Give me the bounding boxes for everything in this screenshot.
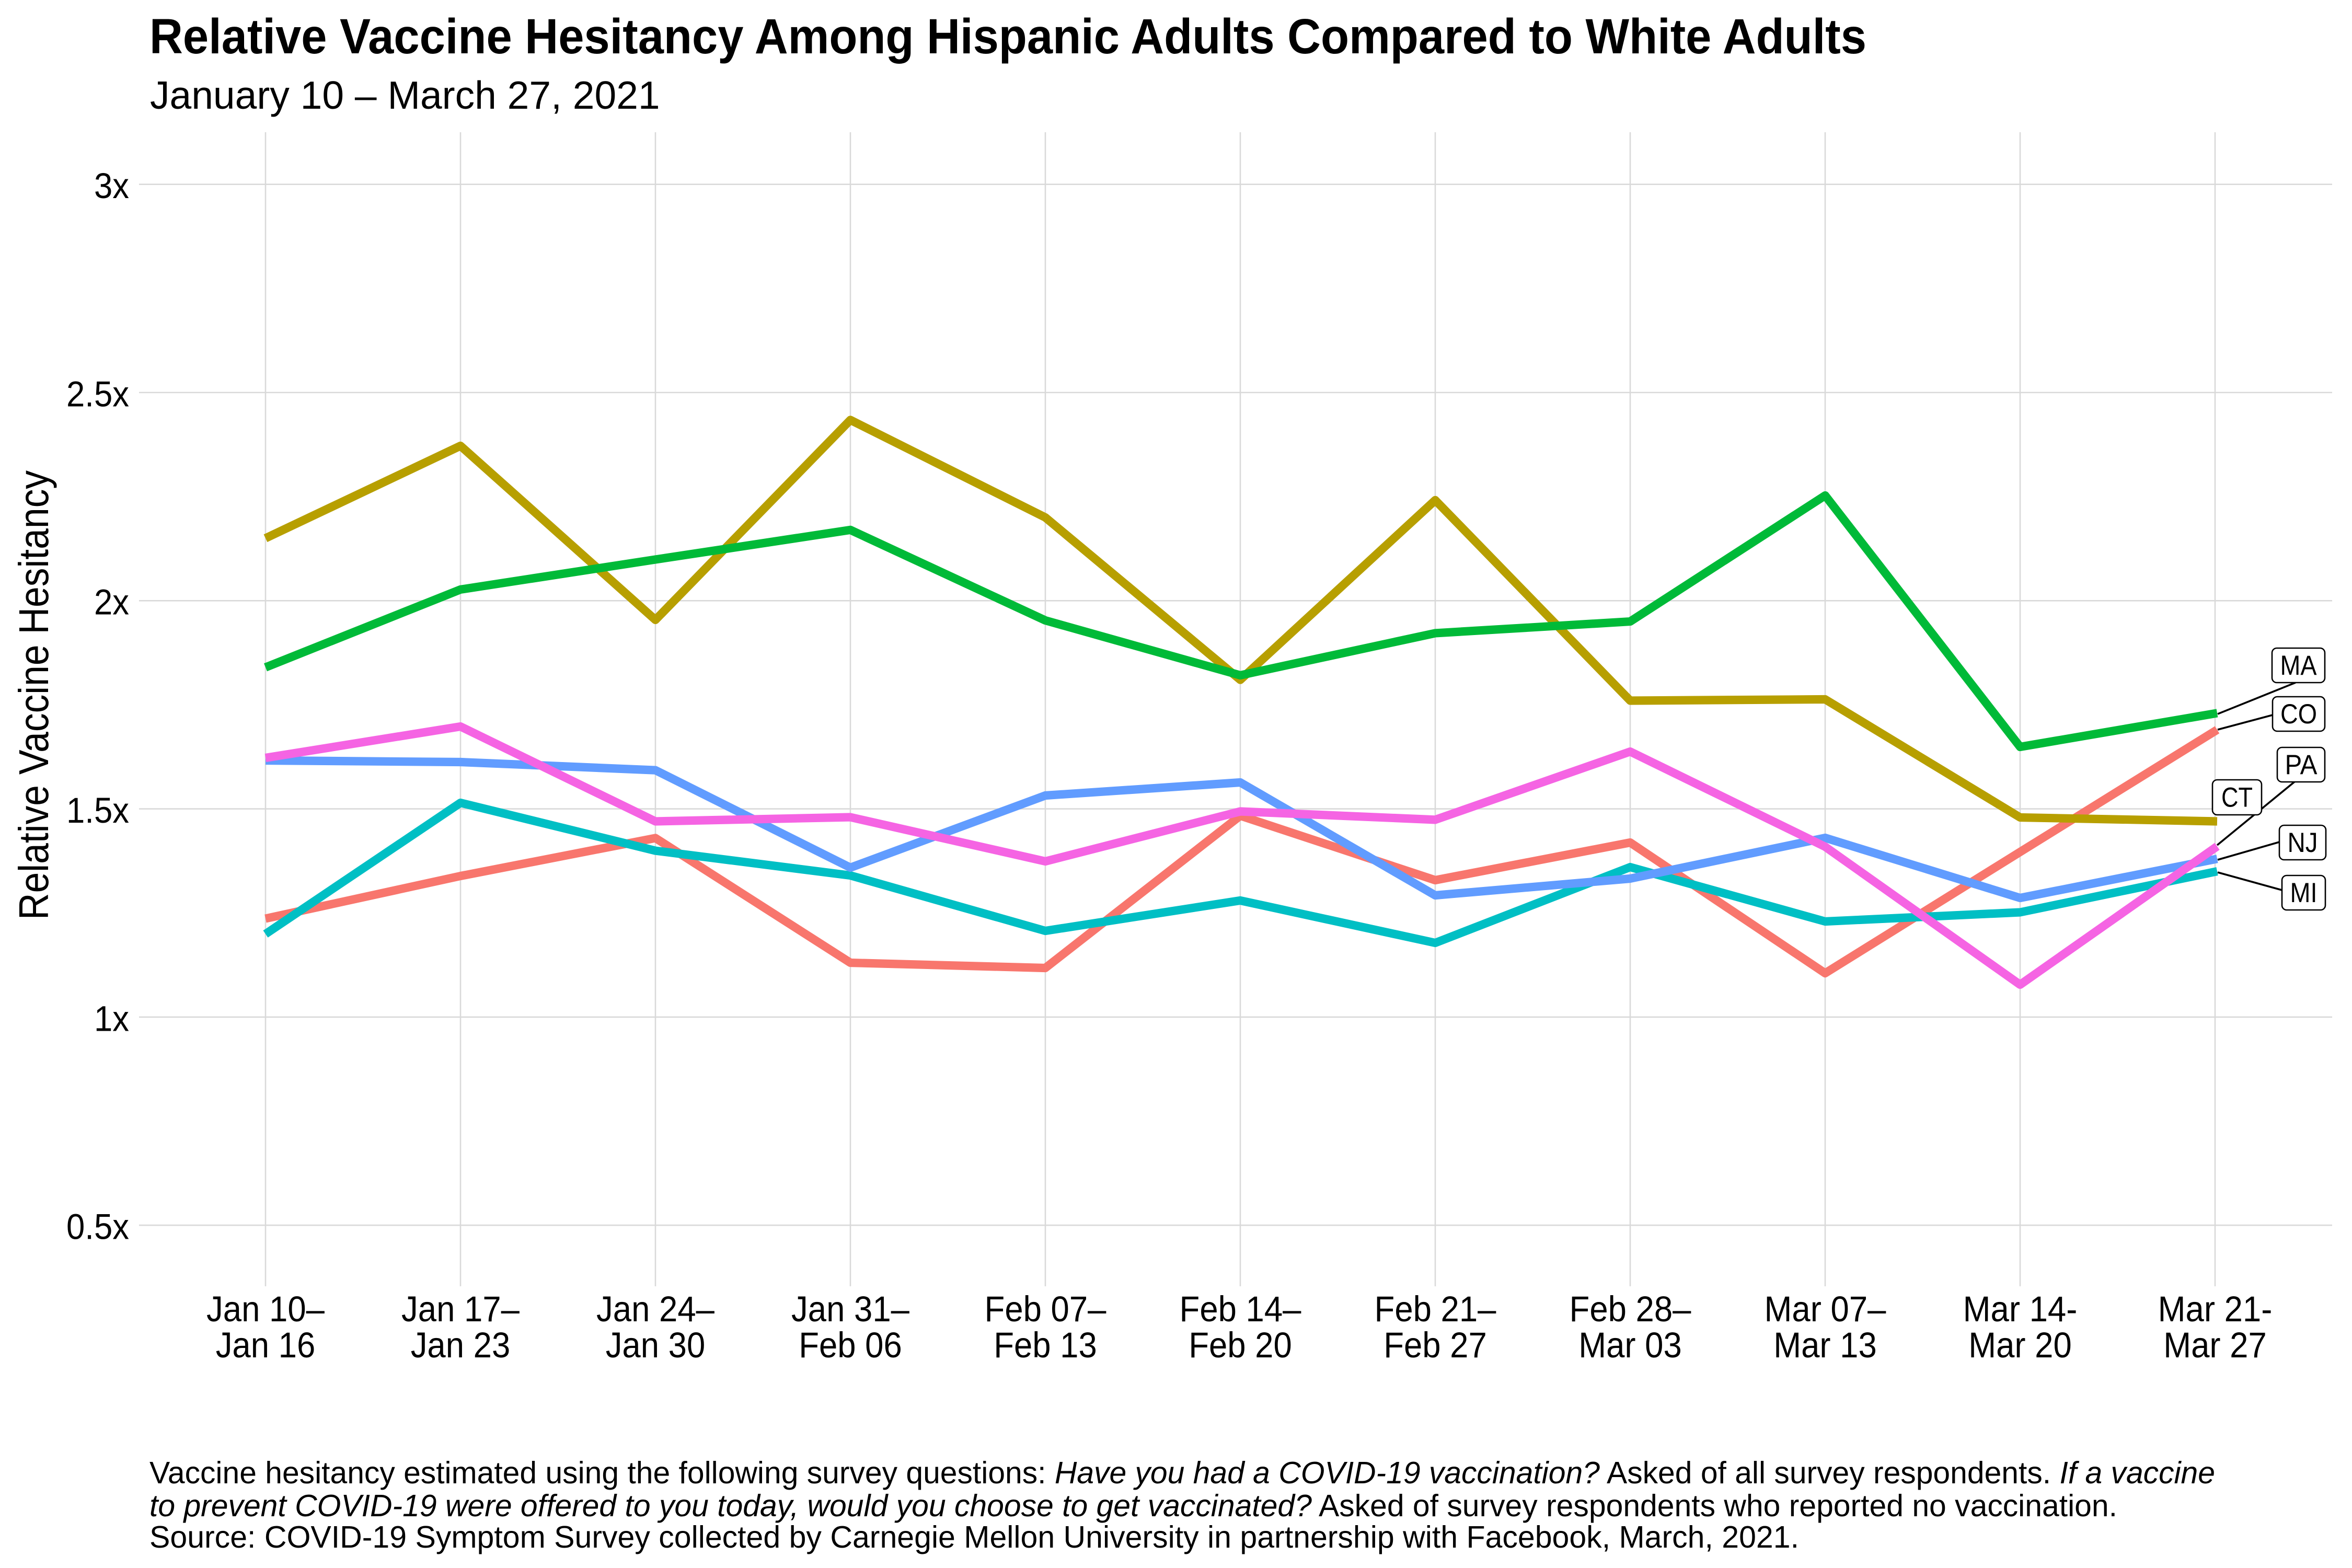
svg-text:Mar 14-: Mar 14- bbox=[1963, 1289, 2078, 1329]
svg-text:Jan 16: Jan 16 bbox=[216, 1325, 316, 1365]
svg-text:Mar 13: Mar 13 bbox=[1773, 1325, 1877, 1365]
svg-text:Feb 20: Feb 20 bbox=[1189, 1325, 1292, 1365]
svg-text:CT: CT bbox=[2221, 782, 2253, 813]
svg-text:1.5x: 1.5x bbox=[66, 790, 129, 831]
svg-text:Feb 27: Feb 27 bbox=[1383, 1325, 1487, 1365]
svg-text:1x: 1x bbox=[94, 998, 129, 1039]
svg-text:Relative Vaccine Hesitancy Amo: Relative Vaccine Hesitancy Among Hispani… bbox=[149, 9, 1866, 64]
svg-text:Feb 13: Feb 13 bbox=[994, 1325, 1097, 1365]
svg-text:Source: COVID-19 Symptom Surve: Source: COVID-19 Symptom Survey collecte… bbox=[149, 1519, 1799, 1554]
svg-text:NJ: NJ bbox=[2288, 827, 2318, 858]
svg-text:Mar 03: Mar 03 bbox=[1578, 1325, 1682, 1365]
svg-text:0.5x: 0.5x bbox=[66, 1207, 129, 1247]
svg-text:CO: CO bbox=[2280, 699, 2317, 730]
svg-text:3x: 3x bbox=[94, 166, 129, 206]
svg-text:Feb 14–: Feb 14– bbox=[1180, 1289, 1301, 1329]
svg-text:Feb 21–: Feb 21– bbox=[1375, 1289, 1496, 1329]
svg-text:Mar 21-: Mar 21- bbox=[2158, 1289, 2273, 1329]
svg-text:Feb 06: Feb 06 bbox=[799, 1325, 902, 1365]
svg-text:2x: 2x bbox=[94, 582, 129, 622]
svg-text:Mar 20: Mar 20 bbox=[1968, 1325, 2072, 1365]
svg-text:Mar 07–: Mar 07– bbox=[1765, 1289, 1886, 1329]
svg-text:Mar 27: Mar 27 bbox=[2163, 1325, 2267, 1365]
svg-text:Relative Vaccine Hesitancy: Relative Vaccine Hesitancy bbox=[10, 470, 57, 920]
svg-text:Feb 28–: Feb 28– bbox=[1570, 1289, 1691, 1329]
svg-text:MI: MI bbox=[2290, 878, 2318, 908]
svg-text:Jan 23: Jan 23 bbox=[411, 1325, 511, 1365]
svg-text:Feb 07–: Feb 07– bbox=[985, 1289, 1106, 1329]
svg-text:Jan 24–: Jan 24– bbox=[596, 1289, 714, 1329]
svg-text:January 10 – March 27, 2021: January 10 – March 27, 2021 bbox=[150, 73, 660, 117]
svg-text:MA: MA bbox=[2280, 650, 2318, 681]
svg-text:Jan 30: Jan 30 bbox=[606, 1325, 706, 1365]
svg-text:Jan 17–: Jan 17– bbox=[401, 1289, 520, 1329]
svg-text:Vaccine hesitancy estimated us: Vaccine hesitancy estimated using the fo… bbox=[149, 1455, 2215, 1490]
svg-text:PA: PA bbox=[2285, 750, 2318, 780]
svg-text:Jan 10–: Jan 10– bbox=[206, 1289, 325, 1329]
svg-text:to prevent COVID-19 were offer: to prevent COVID-19 were offered to you … bbox=[149, 1488, 2117, 1523]
svg-text:Jan 31–: Jan 31– bbox=[791, 1289, 909, 1329]
svg-text:2.5x: 2.5x bbox=[66, 374, 129, 414]
